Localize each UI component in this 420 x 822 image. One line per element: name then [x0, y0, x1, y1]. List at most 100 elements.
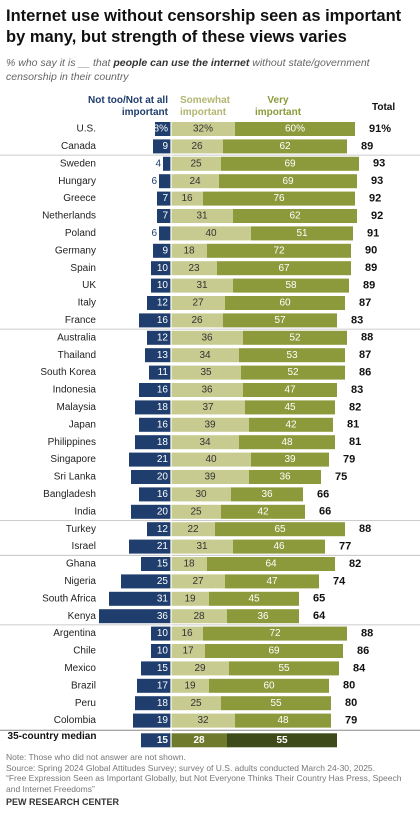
- bar-segment: [151, 626, 171, 641]
- total-label: 82: [349, 401, 361, 413]
- report: “Free Expression Seen as Important Globa…: [6, 773, 402, 794]
- total-label: 66: [317, 488, 329, 500]
- bar-segment: [153, 139, 171, 154]
- total-label: 93: [373, 158, 385, 170]
- total-label: 93: [371, 175, 383, 187]
- bar-segment: [157, 209, 171, 223]
- bar-segment: [221, 696, 331, 711]
- bar-segment: [129, 452, 171, 467]
- value-label: 69: [282, 176, 294, 187]
- category-label: Mexico: [64, 663, 96, 674]
- value-label: 42: [257, 506, 269, 517]
- bar-segment: [159, 226, 171, 241]
- category-label: South Africa: [42, 593, 96, 604]
- bar-segment: [147, 296, 171, 310]
- category-label: Germany: [55, 245, 96, 256]
- value-label: 17: [157, 680, 169, 691]
- value-label: 45: [248, 593, 260, 604]
- bar-segment: [171, 139, 223, 154]
- credit: PEW RESEARCH CENTER: [6, 797, 120, 807]
- bar-segment: [235, 122, 355, 136]
- bar-segment: [221, 156, 359, 171]
- category-label: Indonesia: [53, 385, 97, 396]
- value-label: 10: [157, 263, 169, 274]
- category-label: Hungary: [58, 176, 96, 187]
- value-label: 23: [188, 263, 200, 274]
- bar-segment: [141, 661, 171, 676]
- bar-segment: [227, 609, 299, 624]
- subtitle-bold: people can use the internet: [113, 57, 250, 69]
- value-label: 9: [162, 141, 168, 152]
- bar-segment: [203, 626, 347, 641]
- value-label: 45: [284, 402, 296, 413]
- bar-segment: [151, 261, 171, 276]
- total-label: 87: [359, 349, 371, 361]
- category-label: Netherlands: [42, 211, 96, 222]
- category-label: Greece: [63, 193, 96, 204]
- total-label: 66: [319, 506, 331, 518]
- value-label: 18: [157, 402, 169, 413]
- value-label: 36: [257, 611, 269, 622]
- value-label: 31: [157, 593, 169, 604]
- value-label: 25: [190, 506, 202, 517]
- category-label: Peru: [75, 698, 96, 709]
- value-label: 60: [263, 680, 275, 691]
- bar-segment: [245, 400, 335, 415]
- bar-segment: [139, 313, 171, 328]
- bar-segment: [171, 452, 251, 467]
- category-label: Ghana: [66, 559, 96, 570]
- total-label: 87: [359, 297, 371, 309]
- category-label: Kenya: [68, 611, 97, 622]
- subtitle: % who say it is __ that people can use t…: [6, 56, 411, 84]
- bar-segment: [221, 504, 305, 519]
- value-label: 27: [192, 298, 204, 309]
- median-value-label: 15: [157, 735, 169, 746]
- value-label: 16: [157, 315, 169, 326]
- bar-segment: [157, 191, 171, 206]
- total-label: 89: [363, 280, 375, 292]
- bar-segment: [239, 435, 335, 450]
- bar-segment: [233, 539, 325, 554]
- total-label: 80: [345, 697, 357, 709]
- bar-segment: [171, 313, 223, 328]
- value-label: 19: [184, 593, 196, 604]
- bar-segment: [135, 400, 171, 415]
- value-label: 47: [284, 385, 296, 396]
- bar-segment: [223, 313, 337, 328]
- category-label: Spain: [70, 263, 96, 274]
- median-bar-segment: [141, 733, 171, 748]
- bar-segment: [171, 574, 225, 589]
- category-label: Sri Lanka: [54, 472, 97, 483]
- bar-segment: [225, 574, 319, 589]
- value-label: 28: [193, 611, 205, 622]
- category-label: Canada: [61, 141, 96, 152]
- value-label: 46: [273, 541, 285, 552]
- bar-segment: [209, 591, 299, 606]
- total-label: 79: [343, 454, 355, 466]
- value-label: 72: [269, 628, 281, 639]
- bar-segment: [171, 417, 249, 432]
- bar-segment: [171, 539, 233, 554]
- bar-segment: [131, 504, 171, 519]
- value-label: 10: [157, 280, 169, 291]
- category-label: Nigeria: [64, 576, 96, 587]
- bar-segment: [171, 122, 235, 136]
- value-label: 10: [157, 646, 169, 657]
- bar-segment: [205, 644, 343, 658]
- total-label: 92: [369, 193, 381, 205]
- value-label: 26: [191, 141, 203, 152]
- bar-segment: [171, 156, 221, 171]
- category-label: Japan: [69, 419, 96, 430]
- median-value-label: 55: [276, 735, 288, 746]
- total-label: 82: [349, 558, 361, 570]
- bar-segment: [171, 191, 203, 206]
- value-label: 25: [157, 576, 169, 587]
- value-label: 60: [279, 298, 291, 309]
- value-label: 34: [199, 350, 211, 361]
- value-label: 69: [268, 646, 280, 657]
- value-label: 25: [190, 158, 202, 169]
- value-label: 32%: [193, 124, 213, 135]
- value-label: 6: [151, 176, 157, 187]
- value-label: 39: [204, 419, 216, 430]
